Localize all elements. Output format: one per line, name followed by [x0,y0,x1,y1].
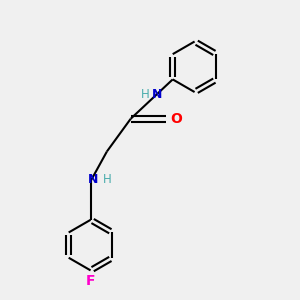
Text: H: H [103,173,111,186]
Text: F: F [86,274,95,288]
Text: N: N [88,173,99,186]
Text: O: O [170,112,182,126]
Text: N: N [152,88,162,100]
Text: H: H [140,88,149,100]
